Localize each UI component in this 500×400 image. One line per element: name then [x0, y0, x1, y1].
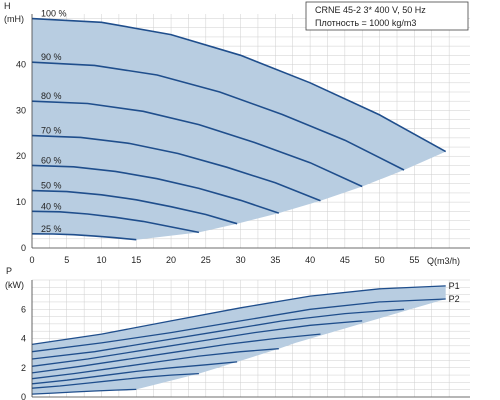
- head-curve-label: 70 %: [41, 126, 62, 136]
- head-curve-label: 90 %: [41, 52, 62, 62]
- head-curve: [31, 189, 238, 225]
- power-curve: [31, 388, 137, 395]
- power-axis-unit: (kW): [5, 280, 24, 290]
- head-axis-unit: (mH): [4, 14, 24, 24]
- power-y-tick-label: 6: [21, 304, 26, 314]
- head-curve-label: 40 %: [41, 201, 62, 211]
- power-curve: [31, 333, 321, 374]
- flow-x-tick-label: 20: [166, 255, 176, 265]
- power-y-tick-label: 0: [21, 392, 26, 400]
- flow-x-tick-label: 35: [270, 255, 280, 265]
- power-curve: [31, 320, 363, 367]
- power-curve: [31, 285, 446, 346]
- head-y-tick-label: 40: [16, 59, 26, 69]
- info-box: CRNE 45-2 3* 400 V, 50 Hz Плотность = 10…: [305, 1, 469, 31]
- power-series-label: P1: [449, 281, 460, 291]
- head-y-tick-label: 10: [16, 197, 26, 207]
- power-curve: [31, 298, 446, 353]
- head-curve: [31, 61, 405, 171]
- head-curve: [31, 17, 447, 153]
- head-operating-area: [32, 18, 446, 240]
- head-y-tick-label: 0: [21, 243, 26, 253]
- power-operating-area: [32, 285, 446, 395]
- flow-x-tick-label: 15: [131, 255, 141, 265]
- head-curve-label: 60 %: [41, 155, 62, 165]
- head-curve: [31, 233, 137, 241]
- info-line-model: CRNE 45-2 3* 400 V, 50 Hz: [315, 5, 426, 15]
- flow-x-tick-label: 5: [64, 255, 69, 265]
- power-curve: [31, 348, 279, 380]
- flow-x-tick-label: 40: [305, 255, 315, 265]
- head-curve: [31, 134, 321, 202]
- flow-x-tick-label: 10: [97, 255, 107, 265]
- head-curve-label: 80 %: [41, 91, 62, 101]
- flow-x-tick-label: 50: [375, 255, 385, 265]
- info-box-frame: [305, 1, 469, 31]
- head-curve-label: 50 %: [41, 181, 62, 191]
- power-y-tick-label: 2: [21, 363, 26, 373]
- power-curve: [31, 308, 405, 360]
- power-series-label: P2: [449, 294, 460, 304]
- head-curve: [31, 100, 363, 188]
- head-curve: [31, 164, 280, 214]
- flow-x-tick-label: 45: [340, 255, 350, 265]
- flow-x-tick-label: 55: [409, 255, 419, 265]
- head-curve-label: 100 %: [41, 9, 67, 19]
- info-line-density: Плотность = 1000 kg/m3: [315, 18, 416, 28]
- head-axis-label: H: [4, 1, 11, 11]
- power-panel: P1 P2 0 2 4 6: [21, 279, 470, 400]
- head-panel: 100 % 90 % 80 % 70 % 60 % 50 % 40 % 25 % 0 10 20 30…: [16, 9, 470, 265]
- flow-x-tick-label: 25: [201, 255, 211, 265]
- power-curve: [31, 361, 238, 385]
- power-axis-label: P: [6, 266, 12, 276]
- head-y-tick-label: 20: [16, 151, 26, 161]
- flow-x-tick-label: 0: [29, 255, 34, 265]
- head-y-tick-label: 30: [16, 105, 26, 115]
- head-curve: [31, 210, 200, 234]
- power-curve: [31, 372, 199, 389]
- head-curve-label: 25 %: [41, 224, 62, 234]
- flow-axis-label: Q(m3/h): [427, 256, 460, 266]
- power-y-tick-label: 4: [21, 334, 26, 344]
- flow-x-tick-label: 30: [236, 255, 246, 265]
